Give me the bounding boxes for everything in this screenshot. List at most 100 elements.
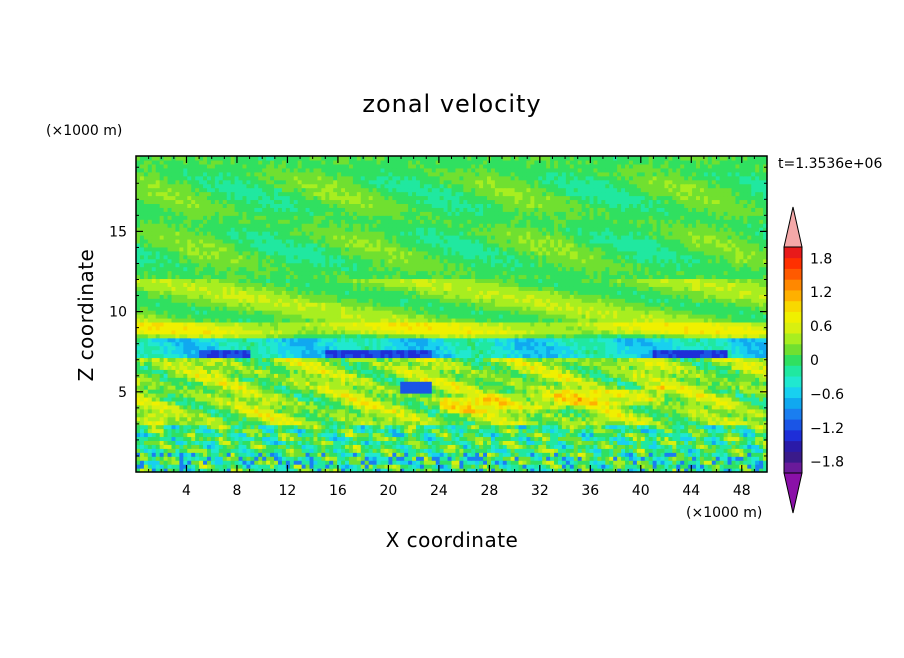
field-cell: [743, 444, 748, 449]
field-cell: [274, 377, 279, 382]
field-cell: [266, 381, 271, 386]
field-cell: [577, 353, 583, 359]
field-cell: [656, 420, 662, 426]
field-cell: [187, 349, 192, 355]
field-cell: [435, 424, 441, 430]
field-cell: [557, 464, 563, 469]
field-cell: [688, 361, 693, 366]
field-cell: [163, 428, 169, 434]
field-cell: [684, 377, 689, 382]
field-cell: [325, 408, 330, 414]
field-cell: [514, 373, 520, 378]
field-cell: [530, 428, 535, 434]
field-cell: [289, 444, 295, 449]
field-cell: [723, 377, 729, 382]
field-cell: [293, 381, 299, 386]
field-cell: [333, 404, 338, 410]
field-cell: [360, 393, 366, 398]
field-cell: [672, 381, 677, 386]
field-cell: [546, 452, 551, 457]
field-cell: [242, 389, 248, 394]
field-cell: [293, 389, 299, 394]
field-cell: [696, 385, 701, 390]
field-cell: [656, 456, 662, 461]
field-cell: [238, 456, 244, 461]
field-cell: [187, 400, 192, 406]
field-cell: [305, 428, 311, 434]
field-cell: [486, 416, 492, 422]
field-cell: [266, 416, 271, 422]
field-cell: [443, 420, 449, 426]
field-cell: [731, 400, 737, 406]
field-cell: [305, 444, 311, 449]
field-cell: [455, 369, 460, 374]
field-cell: [293, 416, 299, 422]
field-cell: [628, 400, 634, 406]
field-cell: [609, 361, 614, 366]
field-cell: [242, 357, 248, 362]
field-cell: [234, 369, 240, 374]
field-cell: [341, 396, 346, 402]
field-cell: [348, 452, 354, 457]
field-cell: [739, 396, 744, 402]
field-cell: [187, 456, 192, 461]
field-cell: [214, 349, 220, 355]
field-cell: [412, 361, 417, 366]
field-cell: [455, 456, 460, 461]
field-cell: [301, 381, 307, 386]
field-cell: [636, 452, 642, 457]
field-cell: [569, 389, 575, 394]
field-cell: [526, 381, 531, 386]
field-cell: [581, 468, 587, 473]
field-cell: [628, 464, 634, 469]
field-cell: [707, 416, 713, 422]
field-cell: [577, 396, 583, 402]
field-cell: [660, 369, 666, 374]
field-cell: [510, 428, 516, 434]
field-cell: [136, 385, 141, 390]
field-cell: [613, 448, 618, 453]
field-cell: [238, 389, 244, 394]
field-cell: [423, 404, 429, 410]
field-cell: [743, 361, 748, 366]
field-cell: [538, 440, 543, 445]
field-cell: [743, 452, 748, 457]
field-cell: [479, 393, 484, 398]
field-cell: [688, 432, 693, 438]
field-cell: [439, 381, 445, 386]
field-cell: [715, 416, 721, 422]
field-cell: [392, 464, 397, 469]
field-cell: [526, 404, 531, 410]
field-cell: [305, 456, 311, 461]
field-cell: [325, 456, 330, 461]
field-cell: [313, 444, 319, 449]
field-cell: [266, 400, 271, 406]
field-cell: [431, 448, 437, 453]
field-cell: [329, 440, 334, 445]
field-cell: [226, 373, 232, 378]
field-cell: [380, 452, 386, 457]
field-cell: [329, 365, 334, 370]
field-cell: [455, 377, 460, 382]
field-cell: [518, 416, 524, 422]
field-cell: [364, 404, 370, 410]
field-cell: [510, 412, 516, 418]
field-cell: [242, 353, 248, 359]
field-cell: [680, 424, 685, 430]
field-cell: [688, 456, 693, 461]
field-cell: [183, 373, 188, 378]
field-cell: [569, 381, 575, 386]
field-cell: [427, 400, 433, 406]
field-cell: [542, 381, 547, 386]
field-cell: [246, 460, 251, 465]
field-cell: [317, 389, 322, 394]
field-cell: [743, 393, 748, 398]
field-cell: [632, 424, 638, 430]
field-cell: [696, 377, 701, 382]
field-cell: [175, 373, 180, 378]
field-cell: [199, 381, 204, 386]
field-cell: [293, 456, 299, 461]
field-cell: [396, 400, 401, 406]
field-cell: [139, 365, 145, 370]
field-cell: [707, 436, 713, 441]
